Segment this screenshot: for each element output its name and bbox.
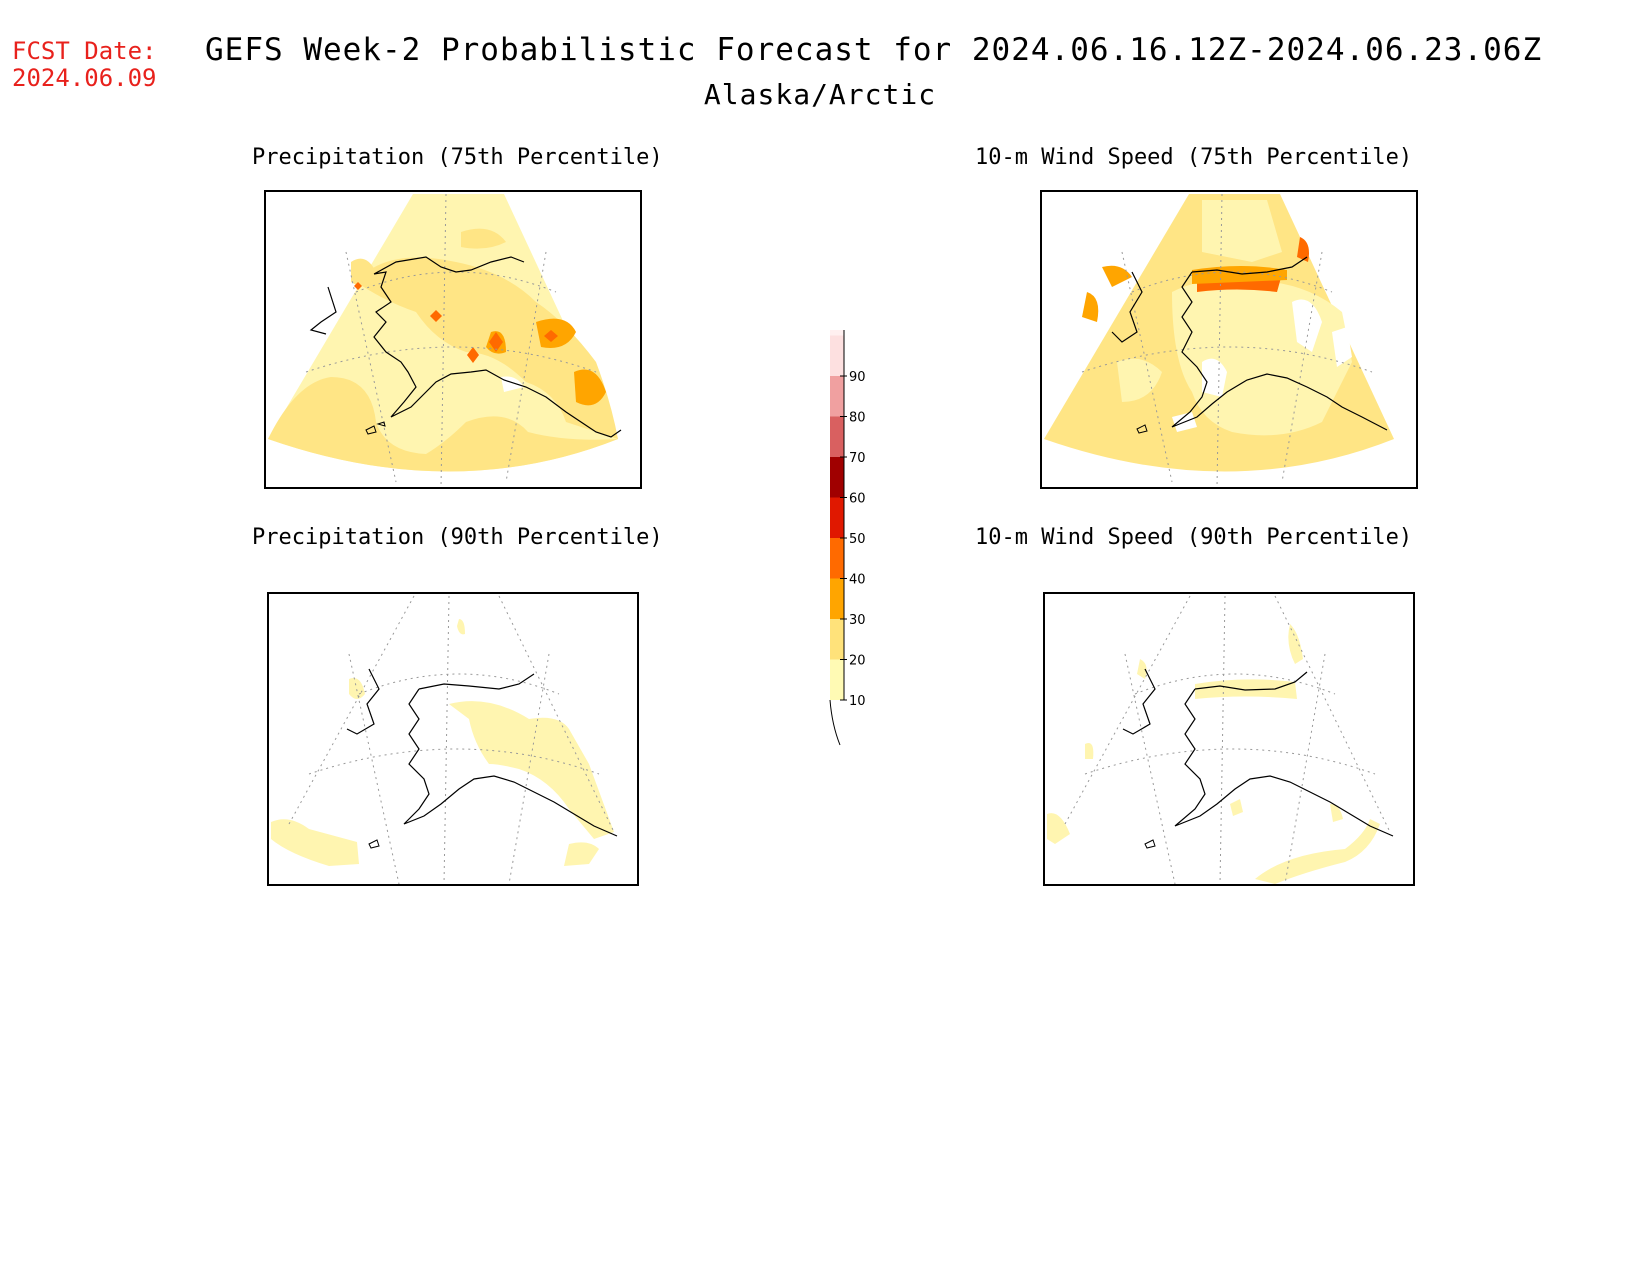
map-panel-wind-90 (1043, 592, 1415, 886)
forecast-date-value: 2024.06.09 (12, 64, 157, 92)
colorbar-label: 50 (849, 532, 866, 547)
panel-title-wind-90: 10-m Wind Speed (90th Percentile) (975, 525, 1413, 550)
colorbar-box (830, 497, 844, 538)
colorbar-box (830, 416, 844, 457)
colorbar: 10 20 30 40 50 60 70 80 90 (820, 295, 880, 754)
colorbar-label: 80 (849, 411, 866, 426)
map-precip-75 (268, 193, 622, 487)
colorbar-box (830, 335, 844, 376)
panel-title-precip-75: Precipitation (75th Percentile) (252, 145, 663, 170)
colorbar-label: 10 (849, 694, 866, 709)
colorbar-label: 70 (849, 451, 866, 466)
colorbar-label: 20 (849, 654, 866, 669)
colorbar-box (830, 538, 844, 579)
colorbar-box (830, 659, 844, 700)
colorbar-box (830, 457, 844, 498)
colorbar-label: 90 (849, 370, 866, 385)
colorbar-tail (829, 699, 841, 746)
map-precip-90 (271, 595, 618, 884)
page-title: GEFS Week-2 Probabilistic Forecast for 2… (205, 32, 1543, 68)
colorbar-box (830, 376, 844, 417)
forecast-date-label: FCST Date: (12, 37, 157, 65)
colorbar-label: 30 (849, 613, 866, 628)
colorbar-box (830, 619, 844, 660)
colorbar-box (830, 578, 844, 619)
map-wind-90 (1047, 595, 1394, 884)
colorbar-box (830, 295, 844, 336)
colorbar-label: 40 (849, 573, 866, 588)
colorbar-label: 60 (849, 492, 866, 507)
map-panel-wind-75 (1040, 190, 1418, 489)
colorbar-svg: 10 20 30 40 50 60 70 80 90 (829, 295, 866, 746)
map-wind-75 (1044, 193, 1394, 487)
panel-title-wind-75: 10-m Wind Speed (75th Percentile) (975, 145, 1413, 170)
map-panel-precip-90 (267, 592, 639, 886)
forecast-date-block: FCST Date: 2024.06.09 (12, 38, 157, 92)
panel-title-precip-90: Precipitation (90th Percentile) (252, 525, 663, 550)
region-subtitle: Alaska/Arctic (703, 78, 937, 111)
map-panel-precip-75 (264, 190, 642, 489)
